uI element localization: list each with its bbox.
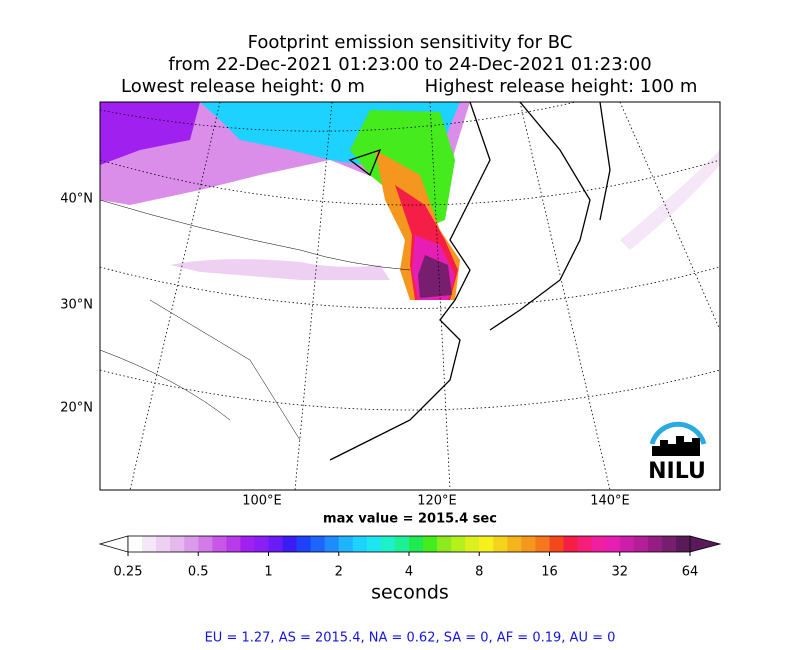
logo-arc [649,421,707,445]
colorbar-segment [226,536,241,552]
colorbar-tick-label: 0.25 [114,565,143,580]
title-line: Footprint emission sensitivity for BC [248,32,573,53]
max-value: max value = 2015.4 sec [323,512,497,527]
colorbar-segment [366,536,382,552]
colorbar-tick-label: 0.5 [188,565,209,580]
colorbar-segment [380,536,396,552]
colorbar-segment [605,536,621,552]
colorbar-tick-label: 4 [405,565,413,580]
colorbar-segment [619,536,635,552]
colorbar-segment [240,536,255,552]
title-line: Highest release height: 100 m [425,76,698,97]
map [100,102,720,490]
colorbar-segment [549,536,565,552]
logo-skyline [652,436,700,456]
colorbar-segment [142,536,157,552]
colorbar-tick-label: 1 [264,565,272,580]
colorbar-extension [689,535,722,553]
lon-label: 100°E [242,494,282,509]
colorbar-segment [128,536,143,552]
colorbar-segment [647,536,663,552]
colorbar: 0.25 0.5 1 2 4 8 16 32 64 [98,535,722,580]
colorbar-segment [254,536,269,552]
colorbar-segment [479,536,494,552]
footer-stats: EU = 1.27, AS = 2015.4, NA = 0.62, SA = … [205,631,616,646]
colorbar-segment [577,536,593,552]
colorbar-segment [563,536,579,552]
colorbar-segment [282,536,298,552]
colorbar-segment [409,536,424,552]
colorbar-segment [212,536,227,552]
colorbar-segment [310,536,326,552]
colorbar-segment [661,536,677,552]
colorbar-segment [423,536,438,552]
colorbar-segment [184,536,199,552]
colorbar-segment [324,536,340,552]
colorbar-tick-label: 2 [335,565,343,580]
lon-label: 140°E [590,494,630,509]
logo-text: NILU [648,459,706,484]
colorbar-segment [507,536,522,552]
colorbar-segment [156,536,171,552]
colorbar-tick-label: 64 [682,565,699,580]
map-frame [99,101,721,491]
colorbar-tick-label: 8 [475,565,483,580]
colorbar-segment [465,536,480,552]
colorbar-unit: seconds [371,582,449,604]
colorbar-segment [521,536,536,552]
colorbar-tick-label: 16 [541,565,558,580]
colorbar-extension [98,535,129,553]
lat-label: 20°N [60,401,93,416]
lon-label: 120°E [417,494,457,509]
colorbar-segment [352,536,368,552]
colorbar-segment [535,536,550,552]
colorbar-segment [170,536,185,552]
lat-label: 40°N [60,192,93,207]
colorbar-segment [437,536,452,552]
colorbar-segment [493,536,508,552]
lat-label: 30°N [60,298,93,313]
colorbar-segment [633,536,649,552]
colorbar-tick-label: 32 [611,565,628,580]
colorbar-segment [296,536,312,552]
colorbar-segment [268,536,284,552]
colorbar-segment [451,536,466,552]
title-line: from 22-Dec-2021 01:23:00 to 24-Dec-2021… [168,54,651,75]
title-line: Lowest release height: 0 m [121,76,365,97]
colorbar-segment [675,536,691,552]
colorbar-segment [394,536,410,552]
colorbar-segment [198,536,213,552]
colorbar-segment [591,536,607,552]
colorbar-segment [338,536,354,552]
